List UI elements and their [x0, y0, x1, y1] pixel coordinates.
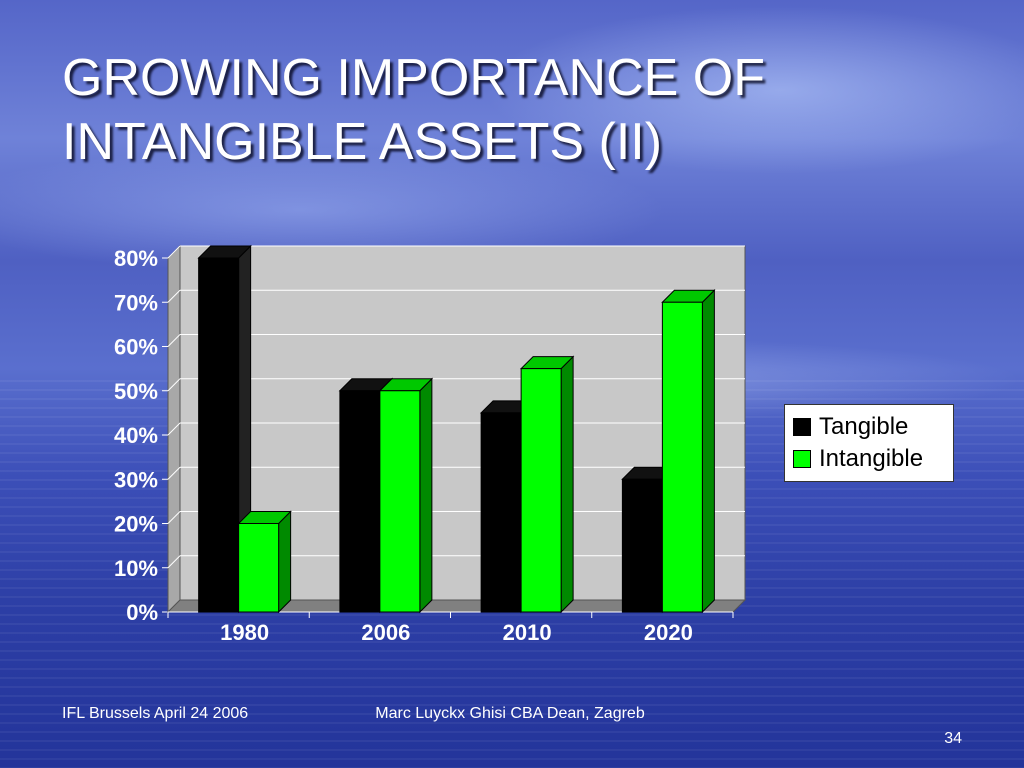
bar-intangible-1980-side	[278, 510, 292, 614]
bar-intangible-2010-side	[560, 355, 574, 614]
gridline-side	[167, 511, 181, 524]
bar-intangible-2006	[379, 390, 421, 613]
gridline-side	[167, 334, 181, 347]
bar-tangible-1980	[198, 257, 240, 613]
gridline-side	[167, 378, 181, 392]
legend-swatch-intangible	[793, 450, 811, 468]
gridline-side	[167, 555, 181, 569]
page-number: 34	[944, 730, 962, 747]
chart-legend: Tangible Intangible	[784, 404, 954, 482]
x-tick-label: 2010	[503, 620, 552, 645]
gridline-side	[167, 245, 181, 259]
bar-tangible-2020	[621, 478, 663, 613]
y-tick-label: 30%	[114, 467, 158, 492]
legend-swatch-tangible	[793, 418, 811, 436]
y-tick-label: 20%	[114, 512, 158, 537]
x-tick-label: 1980	[220, 620, 269, 645]
y-tick-label: 80%	[114, 246, 158, 271]
title-line-2: INTANGIBLE ASSETS (II)	[62, 113, 663, 171]
gridline-side	[167, 422, 181, 436]
y-tick-label: 50%	[114, 379, 158, 404]
bar-tangible-2010	[480, 412, 522, 613]
title-line-1: GROWING IMPORTANCE OF	[62, 49, 765, 107]
gridline-side	[167, 466, 181, 480]
bar-intangible-2020-side	[701, 289, 715, 614]
y-tick-label: 60%	[114, 335, 158, 360]
y-tick-label: 0%	[126, 600, 158, 625]
bar-tangible-2006	[339, 390, 381, 613]
legend-item-tangible: Tangible	[793, 411, 945, 443]
footer-event: IFL Brussels April 24 2006	[62, 705, 249, 722]
x-tick-label: 2006	[361, 620, 410, 645]
bar-intangible-2010	[520, 368, 562, 613]
y-tick-label: 40%	[114, 423, 158, 448]
legend-label-tangible: Tangible	[819, 413, 909, 440]
legend-item-intangible: Intangible	[793, 443, 945, 475]
legend-label-intangible: Intangible	[819, 445, 924, 472]
x-tick-label: 2020	[644, 620, 693, 645]
bar-intangible-2006-side	[419, 377, 433, 614]
bar-intangible-1980	[238, 523, 280, 613]
y-tick-label: 70%	[114, 290, 158, 315]
gridline-side	[167, 289, 181, 303]
bar-intangible-2020	[661, 301, 703, 613]
slide-title: GROWING IMPORTANCE OF INTANGIBLE ASSETS …	[62, 46, 962, 174]
y-tick-label: 10%	[114, 556, 158, 581]
footer-author: Marc Luyckx Ghisi CBA Dean, Zagreb	[375, 705, 645, 722]
